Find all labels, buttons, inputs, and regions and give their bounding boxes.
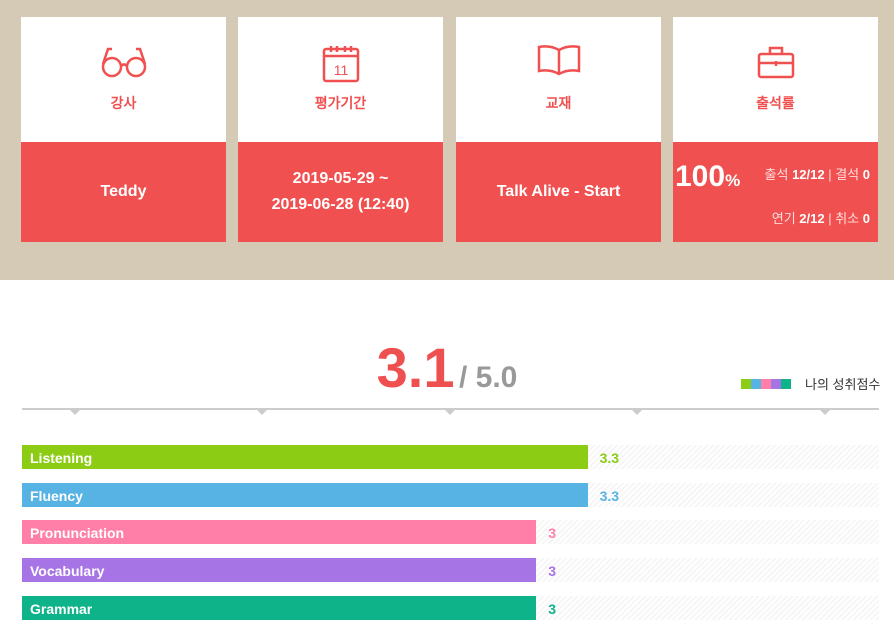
- postpone-count: 연기 2/12 | 취소 0: [771, 211, 870, 226]
- score-row: Fluency 3.3: [22, 482, 879, 507]
- attendance-count: 출석 12/12 | 결석 0: [764, 167, 870, 182]
- attendance-card: 출석률 100% 출석 12/12 | 결석 0 연기 2/12 | 취소 0: [673, 17, 878, 242]
- score-value-label: 3.3: [599, 487, 620, 504]
- scale-tick: [445, 410, 455, 420]
- score-bar: Grammar: [22, 595, 537, 620]
- instructor-name: Teddy: [21, 142, 226, 242]
- legend: 나의 성취점수: [741, 374, 880, 393]
- legend-swatch: [751, 378, 761, 389]
- period-start: 2019-05-29 ~: [292, 170, 389, 187]
- scale-tick: [257, 410, 267, 420]
- score-value-label: 3: [548, 525, 556, 542]
- period-value: 2019-05-29 ~ 2019-06-28 (12:40): [238, 142, 443, 242]
- card-label: 교재: [545, 95, 572, 111]
- scale-tick: [632, 410, 642, 420]
- scale-line: [22, 408, 879, 410]
- legend-label: 나의 성취점수: [805, 377, 881, 392]
- instructor-card: 강사 Teddy: [21, 17, 226, 242]
- legend-swatch: [741, 378, 751, 389]
- textbook-card: 교재 Talk Alive - Start: [456, 17, 661, 242]
- score-row: Grammar 3: [22, 595, 879, 620]
- score-row: Listening 3.3: [22, 445, 879, 469]
- briefcase-icon: [757, 46, 794, 79]
- score-value: 3.1: [376, 336, 455, 399]
- scale-tick: [820, 410, 830, 420]
- period-end: 2019-06-28 (12:40): [271, 196, 410, 213]
- card-label: 강사: [110, 95, 137, 111]
- attendance-rate: 100%: [675, 160, 741, 193]
- score-bar: Vocabulary: [22, 558, 537, 583]
- score-value-label: 3.3: [599, 450, 620, 466]
- score-value-label: 3: [548, 563, 556, 580]
- legend-swatch: [781, 378, 791, 389]
- period-card: 11 평가기간 2019-05-29 ~ 2019-06-28 (12:40): [238, 17, 443, 242]
- score-bar: Fluency: [22, 482, 588, 507]
- textbook-value: Talk Alive - Start: [456, 142, 661, 242]
- card-label: 평가기간: [314, 95, 367, 111]
- score-bar: Pronunciation: [22, 520, 537, 545]
- card-label: 출석률: [756, 95, 795, 111]
- score-bar: Listening: [22, 445, 588, 469]
- summary-panel: 강사 Teddy 11 평가기간 2019-05-29 ~ 2019-06-28 …: [0, 0, 894, 280]
- score-value-label: 3: [548, 600, 556, 617]
- overall-score: 3.1 / 5.0: [0, 335, 894, 400]
- svg-text:11: 11: [333, 62, 348, 78]
- glasses-icon: [101, 47, 146, 78]
- calendar-icon: 11: [322, 46, 359, 83]
- legend-swatch: [771, 378, 781, 389]
- score-row: Pronunciation 3: [22, 520, 879, 545]
- legend-swatch: [761, 378, 771, 389]
- score-max: / 5.0: [458, 361, 518, 394]
- scale-tick: [70, 410, 80, 420]
- score-row: Vocabulary 3: [22, 558, 879, 583]
- book-icon: [537, 45, 580, 76]
